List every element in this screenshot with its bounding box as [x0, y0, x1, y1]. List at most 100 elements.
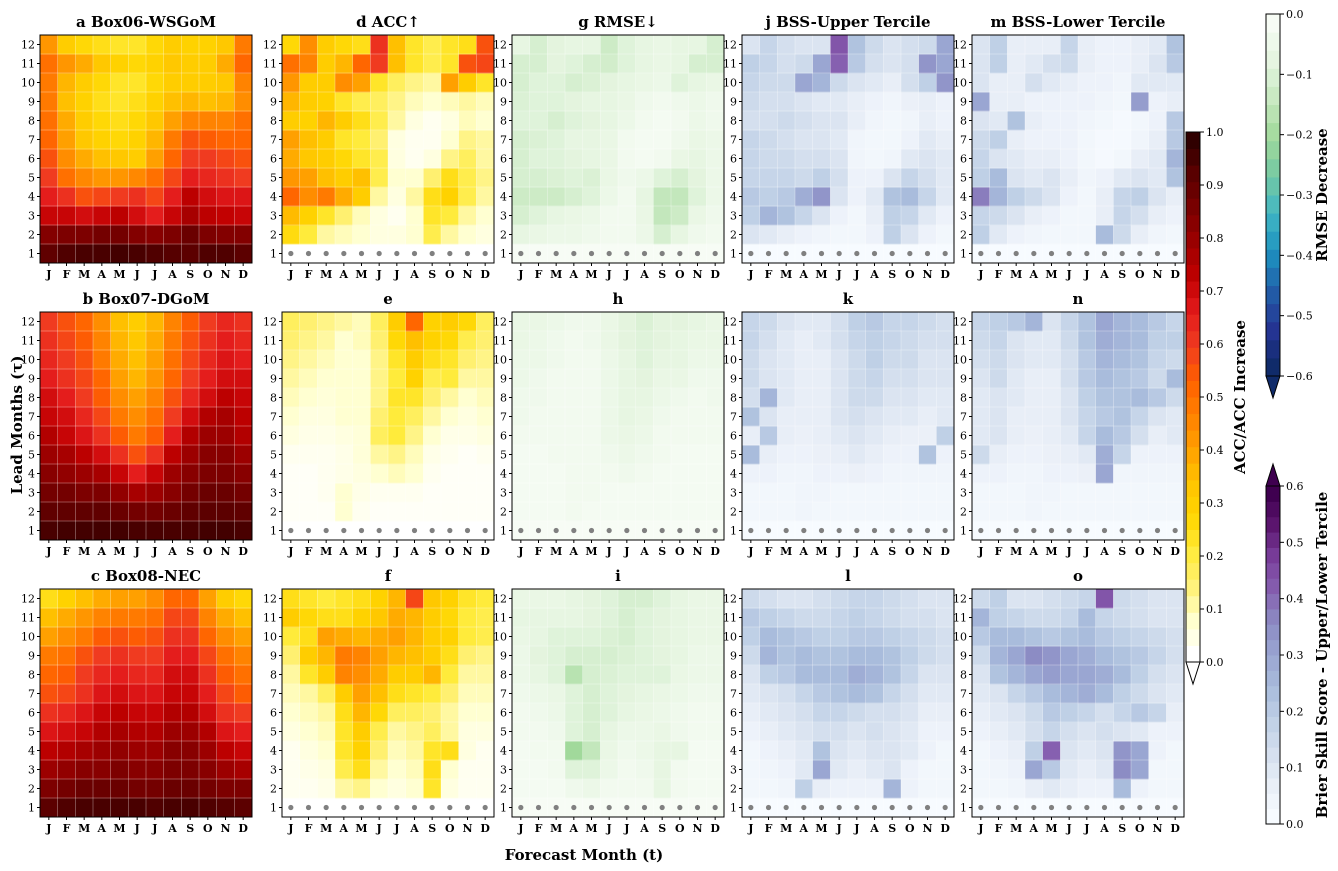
heatmap-cell [1060, 589, 1079, 609]
heatmap-cell [742, 54, 761, 74]
colorbar-tick-label: −0.1 [1286, 68, 1313, 81]
heatmap-cell [865, 54, 884, 74]
heatmap-cell [57, 502, 76, 522]
y-tick-label: 5 [28, 172, 35, 185]
heatmap-cell [405, 779, 424, 799]
y-tick-label: 2 [500, 506, 507, 519]
heatmap-cell [181, 130, 200, 150]
heatmap-cell [1095, 760, 1114, 780]
heatmap-cell [75, 168, 94, 188]
heatmap-cell [901, 627, 920, 647]
heatmap-cell [812, 741, 831, 761]
heatmap-cell [317, 73, 336, 93]
heatmap-cell [405, 388, 424, 408]
heatmap-cell [1078, 54, 1097, 74]
y-tick-label: 9 [730, 96, 737, 109]
marker-dot [588, 250, 595, 257]
x-tick-label: M [78, 822, 90, 835]
heatmap-cell [370, 149, 389, 169]
colorbar-tick-label: 0.0 [1206, 656, 1224, 669]
heatmap-cell [565, 312, 584, 332]
heatmap-cell [352, 684, 371, 704]
heatmap-cell [57, 130, 76, 150]
heatmap-cell [1042, 92, 1061, 112]
heatmap-cell [865, 187, 884, 207]
heatmap-cell [547, 502, 566, 522]
heatmap-cell [458, 703, 477, 723]
heatmap-cell [635, 684, 654, 704]
heatmap-cell [1148, 684, 1167, 704]
heatmap-cell [759, 627, 778, 647]
heatmap-cell [777, 312, 796, 332]
heatmap-cell [989, 627, 1008, 647]
heatmap-cell [299, 741, 318, 761]
heatmap-cell [423, 92, 442, 112]
heatmap-cell [972, 684, 991, 704]
marker-dot [1031, 250, 1037, 257]
heatmap-cell [441, 703, 460, 723]
heatmap-cell [653, 760, 672, 780]
heatmap-cell [688, 73, 707, 93]
heatmap-cell [688, 483, 707, 503]
heatmap-cell [40, 168, 59, 188]
heatmap-cell [600, 684, 619, 704]
heatmap-cell [512, 665, 531, 685]
y-tick-label: 11 [723, 612, 737, 625]
y-tick-label: 6 [270, 707, 277, 720]
x-tick-label: S [658, 545, 666, 558]
heatmap-cell [565, 369, 584, 389]
heatmap-cell [93, 312, 112, 332]
heatmap-cell [883, 35, 902, 55]
heatmap-cell [582, 760, 601, 780]
heatmap-cell [706, 779, 725, 799]
marker-dot [1013, 804, 1019, 811]
marker-dot [606, 250, 612, 257]
heatmap-cell [1166, 73, 1185, 93]
heatmap-cell [335, 646, 354, 666]
heatmap-cell [388, 483, 407, 503]
y-tick-label: 6 [28, 430, 35, 443]
heatmap-cell [1042, 350, 1061, 370]
heatmap-cell [57, 187, 76, 207]
x-tick-label: A [97, 268, 107, 281]
x-tick-label: A [167, 545, 177, 558]
colorbar-segment [1186, 479, 1200, 497]
heatmap-cell [1095, 111, 1114, 131]
y-tick-label: 4 [960, 745, 967, 758]
heatmap-cell [163, 130, 182, 150]
heatmap-cell [1113, 483, 1132, 503]
heatmap-cell [199, 502, 218, 522]
heatmap-cell [706, 665, 725, 685]
heatmap-cell [1148, 54, 1167, 74]
heatmap-cell [795, 445, 814, 465]
heatmap-cell [1131, 187, 1150, 207]
y-tick-label: 4 [270, 191, 277, 204]
heatmap-cell [317, 589, 336, 609]
heatmap-cell [865, 331, 884, 351]
heatmap-cell [512, 206, 531, 226]
heatmap-cell [812, 206, 831, 226]
heatmap-cell [653, 168, 672, 188]
heatmap-cell [423, 741, 442, 761]
heatmap-cell [163, 350, 182, 370]
heatmap-cell [1060, 741, 1079, 761]
heatmap-cell [865, 502, 884, 522]
marker-dot [535, 250, 542, 257]
heatmap-cell [830, 54, 849, 74]
marker-dot [358, 250, 365, 257]
heatmap-cell [75, 741, 94, 761]
heatmap-cell [1113, 92, 1132, 112]
heatmap-cell [671, 350, 690, 370]
heatmap-cell [299, 369, 318, 389]
marker-dot [1119, 250, 1125, 257]
heatmap-cell [181, 331, 200, 351]
heatmap-cell [1166, 627, 1185, 647]
y-tick-label: 3 [28, 487, 35, 500]
colorbar-tick-label: 0.5 [1206, 391, 1224, 404]
heatmap-cell [529, 627, 548, 647]
heatmap-cell [441, 149, 460, 169]
heatmap-cell [600, 130, 619, 150]
heatmap-cell [742, 627, 761, 647]
y-tick-label: 7 [500, 134, 507, 147]
